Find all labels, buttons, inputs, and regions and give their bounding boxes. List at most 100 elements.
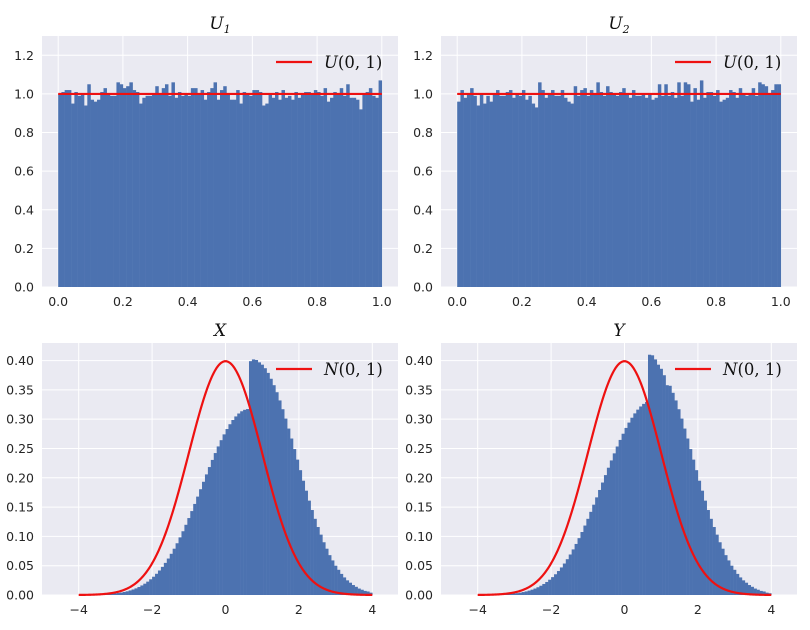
histogram-bar bbox=[609, 91, 613, 287]
histogram-bar bbox=[457, 101, 461, 288]
histogram-bar bbox=[771, 90, 775, 287]
histogram-bar bbox=[175, 543, 179, 595]
histogram-bar bbox=[756, 589, 760, 595]
histogram-bar bbox=[683, 82, 688, 287]
histogram-bar bbox=[563, 97, 568, 288]
y-tick-label: 0.00 bbox=[405, 588, 433, 603]
histogram-bar bbox=[234, 416, 238, 595]
histogram-bar bbox=[624, 427, 628, 595]
histogram-bar bbox=[172, 548, 176, 595]
histogram-bar bbox=[559, 567, 564, 595]
histogram-bar bbox=[119, 84, 124, 288]
y-tick-label: 0.0 bbox=[14, 280, 34, 295]
histogram-bar bbox=[606, 467, 611, 595]
histogram-bar bbox=[534, 107, 539, 287]
histogram-bar bbox=[74, 91, 78, 287]
x-tick-label: 0.6 bbox=[641, 294, 661, 309]
histogram-bar bbox=[216, 99, 221, 287]
histogram-bar bbox=[645, 401, 649, 595]
histogram-bar bbox=[551, 90, 555, 287]
y-tick-label: 0.15 bbox=[6, 500, 34, 515]
histogram-bar bbox=[650, 355, 655, 595]
histogram-bar bbox=[58, 93, 62, 287]
histogram-bar bbox=[300, 93, 305, 287]
histogram-bar bbox=[622, 88, 626, 287]
y-tick-label: 0.05 bbox=[6, 558, 34, 573]
histogram-bar bbox=[295, 459, 300, 595]
histogram-bar bbox=[116, 82, 120, 287]
y-tick-label: 0.6 bbox=[413, 164, 433, 179]
histogram-bar bbox=[648, 93, 652, 287]
histogram-bar bbox=[278, 400, 282, 595]
histogram-bar bbox=[539, 585, 543, 595]
x-tick-label: 0 bbox=[621, 602, 629, 617]
y-tick-label: 0.10 bbox=[405, 529, 433, 544]
histogram-bar bbox=[193, 503, 197, 595]
histogram-bar bbox=[331, 560, 335, 595]
x-tick-label: 4 bbox=[767, 602, 775, 617]
histogram-bar bbox=[216, 446, 220, 595]
histogram-bar bbox=[122, 591, 126, 595]
histogram-bar bbox=[197, 93, 201, 287]
histogram-bar bbox=[557, 95, 561, 287]
histogram-bar bbox=[140, 585, 144, 595]
histogram-bar bbox=[275, 392, 279, 595]
histogram-bar bbox=[642, 403, 646, 595]
chart-title: X bbox=[212, 321, 227, 341]
histogram-bar bbox=[615, 95, 620, 287]
histogram-bar bbox=[654, 97, 659, 288]
histogram-bar bbox=[345, 580, 350, 595]
histogram-bar bbox=[203, 99, 208, 287]
y-tick-label: 0.20 bbox=[405, 470, 433, 485]
histogram-bar bbox=[200, 90, 205, 287]
histogram-bar bbox=[560, 90, 565, 287]
histogram-bar bbox=[184, 524, 188, 595]
x-tick-label: 0.6 bbox=[242, 294, 262, 309]
histogram-bar bbox=[281, 90, 285, 287]
histogram-bar bbox=[644, 97, 649, 288]
histogram-bar bbox=[618, 439, 622, 595]
histogram-bar bbox=[325, 548, 329, 595]
x-tick-label: 1.0 bbox=[771, 294, 791, 309]
histogram-bar bbox=[674, 400, 678, 595]
histogram-bar bbox=[297, 97, 302, 288]
histogram-bar bbox=[129, 82, 133, 287]
histogram-bar bbox=[677, 82, 681, 287]
histogram-bar bbox=[237, 413, 241, 595]
histogram-bar bbox=[304, 91, 308, 287]
histogram-bar bbox=[177, 91, 182, 287]
histogram-bar bbox=[254, 359, 259, 595]
histogram-bar bbox=[146, 581, 150, 595]
histogram-bar bbox=[268, 93, 273, 287]
histogram-bar bbox=[207, 91, 211, 287]
histogram-bar bbox=[719, 101, 723, 288]
y-tick-label: 0.40 bbox=[6, 353, 34, 368]
histogram-bar bbox=[653, 359, 658, 595]
histogram-bar bbox=[722, 99, 727, 287]
histogram-bar bbox=[664, 84, 668, 288]
histogram-bar bbox=[554, 574, 558, 595]
histogram-bar bbox=[342, 577, 347, 595]
histogram-bar bbox=[677, 409, 681, 595]
histogram-bar bbox=[243, 409, 247, 595]
histogram-bar bbox=[601, 482, 605, 595]
histogram-bar bbox=[271, 97, 276, 288]
histogram-bar bbox=[128, 590, 132, 595]
histogram-bar bbox=[580, 532, 584, 595]
histogram-bar bbox=[313, 90, 318, 287]
histogram-bar bbox=[745, 95, 749, 287]
x-tick-label: 0.8 bbox=[706, 294, 726, 309]
histogram-bar bbox=[284, 418, 288, 595]
histogram-bar bbox=[240, 411, 244, 595]
histogram-bar bbox=[502, 95, 506, 287]
histogram-bar bbox=[735, 97, 739, 288]
histogram-bar bbox=[507, 594, 511, 595]
histogram-bar bbox=[103, 88, 107, 287]
y-tick-label: 0.10 bbox=[6, 529, 34, 544]
histogram-bar bbox=[210, 88, 214, 287]
y-tick-label: 0.35 bbox=[6, 382, 34, 397]
x-tick-label: 0.0 bbox=[447, 294, 467, 309]
histogram-bar bbox=[700, 490, 705, 595]
histogram-bar bbox=[355, 99, 360, 287]
histogram-bar bbox=[113, 95, 117, 287]
